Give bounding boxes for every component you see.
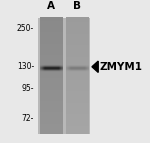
Bar [38,18,90,134]
Text: B: B [73,1,81,11]
Text: 72-: 72- [22,114,34,123]
Text: A: A [47,1,55,11]
Text: 95-: 95- [22,84,34,93]
Text: 130-: 130- [17,62,34,71]
Text: 250-: 250- [17,24,34,33]
Polygon shape [92,61,98,72]
Text: ZMYM1: ZMYM1 [100,62,143,72]
